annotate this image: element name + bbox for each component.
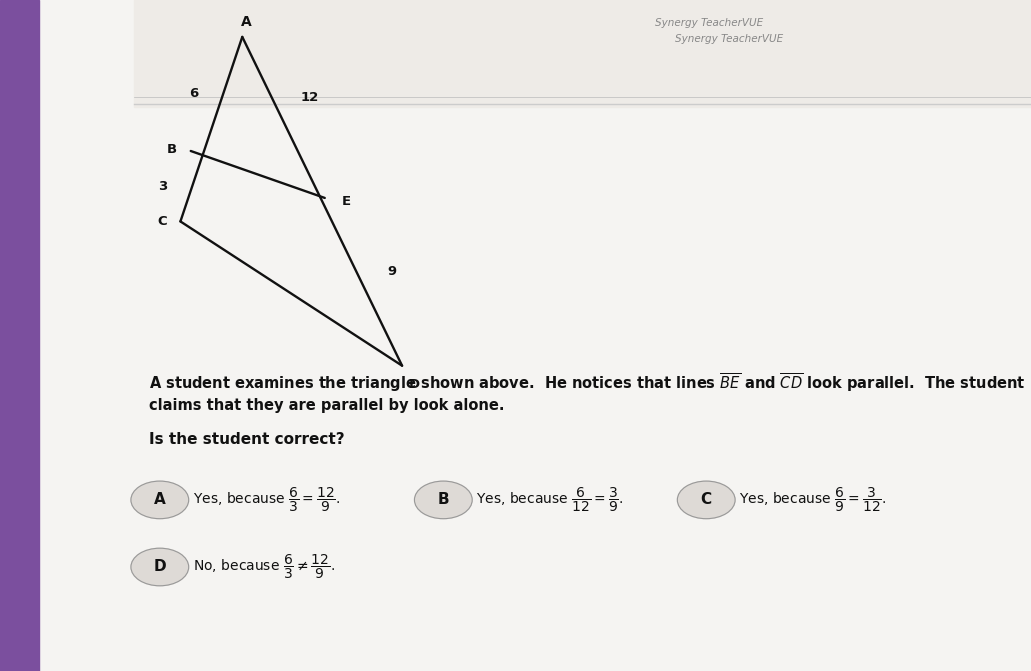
Text: C: C [157, 215, 167, 228]
Text: Is the student correct?: Is the student correct? [149, 432, 345, 447]
Text: No, because $\dfrac{6}{3} \neq \dfrac{12}{9}.$: No, because $\dfrac{6}{3} \neq \dfrac{12… [193, 553, 335, 581]
Text: Yes, because $\dfrac{6}{3} = \dfrac{12}{9}.$: Yes, because $\dfrac{6}{3} = \dfrac{12}{… [193, 486, 340, 514]
Circle shape [131, 481, 189, 519]
Text: A: A [241, 15, 252, 29]
Text: E: E [341, 195, 351, 208]
Text: D: D [409, 378, 420, 391]
Text: Yes, because $\dfrac{6}{12} = \dfrac{3}{9}.$: Yes, because $\dfrac{6}{12} = \dfrac{3}{… [476, 486, 624, 514]
Text: 12: 12 [300, 91, 319, 104]
Text: A student examines the triangle shown above.  He notices that lines $\overline{B: A student examines the triangle shown ab… [149, 371, 1026, 394]
Circle shape [131, 548, 189, 586]
Text: 6: 6 [190, 87, 198, 101]
Text: Synergy TeacherVUE: Synergy TeacherVUE [675, 34, 784, 44]
Bar [134, 0, 1031, 107]
Text: B: B [437, 493, 450, 507]
Text: D: D [154, 560, 166, 574]
Text: C: C [701, 493, 711, 507]
Text: B: B [167, 143, 177, 156]
Bar [0, 0, 39, 671]
Text: 9: 9 [388, 265, 397, 278]
Text: Synergy TeacherVUE: Synergy TeacherVUE [655, 19, 763, 28]
Text: Yes, because $\dfrac{6}{9} = \dfrac{3}{12}.$: Yes, because $\dfrac{6}{9} = \dfrac{3}{1… [739, 486, 887, 514]
Text: 3: 3 [159, 180, 167, 193]
Circle shape [414, 481, 472, 519]
Text: claims that they are parallel by look alone.: claims that they are parallel by look al… [149, 399, 505, 413]
Circle shape [677, 481, 735, 519]
Text: A: A [154, 493, 166, 507]
